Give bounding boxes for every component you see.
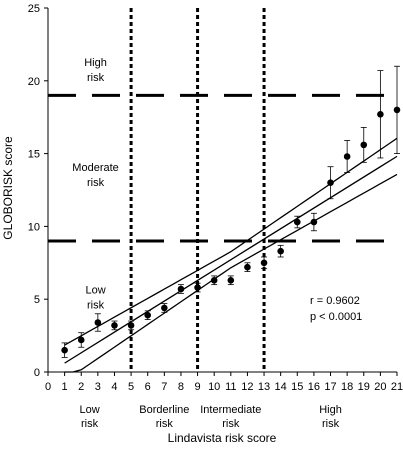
x-tick-label: 8: [178, 381, 184, 393]
confidence-band-lower: [64, 173, 398, 373]
regression-line: [64, 155, 398, 364]
y-tick-label: 0: [34, 367, 40, 379]
r-annotation: r = 0.9602: [310, 295, 360, 307]
x-zone-label: Borderline: [139, 404, 189, 416]
x-tick-label: 13: [258, 381, 270, 393]
x-tick-label: 0: [45, 381, 51, 393]
x-tick-label: 9: [195, 381, 201, 393]
x-axis-label: Lindavista risk score: [168, 431, 277, 445]
x-tick-label: 12: [241, 381, 253, 393]
y-axis-label: GLOBORISK score: [1, 136, 15, 240]
y-zone-label: High: [84, 57, 107, 69]
y-tick-label: 25: [28, 3, 40, 15]
y-zone-label: risk: [87, 177, 105, 189]
x-zone-label: risk: [156, 418, 174, 430]
data-point: [161, 304, 168, 312]
data-point: [277, 247, 284, 255]
x-tick-label: 19: [358, 381, 370, 393]
x-tick-label: 10: [208, 381, 220, 393]
data-point: [144, 311, 152, 319]
y-zone-label: Low: [85, 284, 105, 296]
x-tick-label: 7: [161, 381, 167, 393]
data-point: [194, 284, 201, 291]
data-point: [210, 276, 218, 284]
x-tick-label: 16: [308, 381, 320, 393]
x-tick-label: 21: [391, 381, 403, 393]
data-point: [127, 322, 135, 329]
x-zone-label: risk: [322, 418, 340, 430]
y-zone-label: risk: [87, 72, 105, 84]
data-point: [94, 319, 102, 326]
data-point: [293, 218, 301, 226]
x-tick-label: 15: [291, 381, 303, 393]
confidence-band-upper: [64, 137, 398, 346]
y-tick-label: 10: [28, 221, 40, 233]
x-zone-label: risk: [222, 418, 240, 430]
x-zone-label: High: [319, 404, 342, 416]
x-tick-label: 2: [78, 381, 84, 393]
data-point: [360, 141, 368, 149]
x-tick-label: 17: [324, 381, 336, 393]
data-point: [343, 153, 351, 160]
y-zone-label: risk: [87, 299, 105, 311]
x-tick-label: 4: [111, 381, 117, 393]
data-point: [260, 259, 268, 267]
y-zone-label: Moderate: [72, 162, 118, 174]
x-tick-label: 14: [275, 381, 287, 393]
x-zone-label: Low: [79, 404, 99, 416]
x-tick-label: 5: [128, 381, 134, 393]
data-point: [111, 322, 118, 329]
data-point: [227, 276, 235, 284]
x-tick-label: 11: [225, 381, 236, 393]
x-zone-label: risk: [81, 418, 99, 430]
x-tick-label: 1: [62, 381, 68, 393]
data-point: [244, 263, 251, 271]
x-tick-label: 6: [145, 381, 151, 393]
y-tick-label: 5: [34, 294, 40, 306]
x-tick-label: 3: [95, 381, 101, 393]
data-point: [327, 179, 334, 187]
x-tick-label: 20: [374, 381, 386, 393]
data-point: [177, 285, 185, 293]
x-tick-label: 18: [341, 381, 353, 393]
data-point: [393, 106, 401, 114]
x-zone-label: Intermediate: [200, 404, 261, 416]
p-annotation: p < 0.0001: [310, 311, 362, 323]
data-point: [61, 346, 68, 354]
data-point: [310, 218, 318, 226]
data-point: [377, 110, 384, 118]
y-tick-label: 15: [28, 149, 40, 161]
data-point: [77, 336, 85, 344]
y-tick-label: 20: [28, 76, 40, 88]
